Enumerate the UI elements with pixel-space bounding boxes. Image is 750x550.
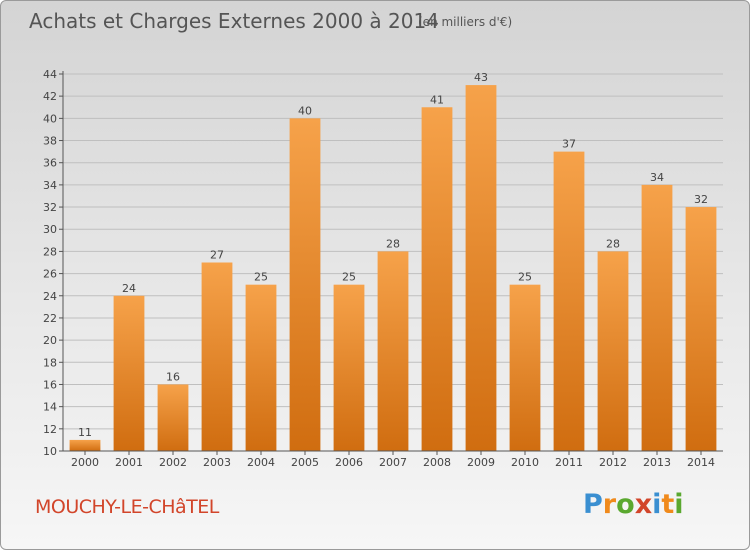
value-label-2003: 27 (210, 249, 224, 262)
y-tick-label-28: 28 (43, 245, 57, 258)
logo-letter: o (616, 489, 635, 520)
bar-2014 (685, 207, 717, 451)
y-tick-label-16: 16 (43, 378, 57, 391)
bar-2000 (69, 439, 101, 451)
y-tick-label-42: 42 (43, 90, 57, 103)
x-tick-label-2004: 2004 (247, 456, 275, 469)
x-tick-label-2008: 2008 (423, 456, 451, 469)
x-tick-label-2014: 2014 (687, 456, 715, 469)
value-label-2014: 32 (694, 193, 708, 206)
axes: 10 12 14 16 18 20 22 24 26 28 30 32 34 36 38 40 42 44 2000… (43, 68, 723, 469)
bar-2001 (113, 295, 145, 451)
x-tick-label-2000: 2000 (71, 456, 99, 469)
x-tick-label-2011: 2011 (555, 456, 583, 469)
logo-letter: P (583, 489, 603, 520)
value-label-2001: 24 (122, 282, 136, 295)
y-tick-label-30: 30 (43, 223, 57, 236)
value-label-2013: 34 (650, 171, 664, 184)
grid (63, 73, 723, 452)
value-label-2009: 43 (474, 71, 488, 84)
y-tick-label-40: 40 (43, 112, 57, 125)
logo-letter: x (634, 489, 653, 520)
value-label-2008: 41 (430, 93, 444, 106)
bar-2008 (421, 107, 453, 451)
y-tick-label-14: 14 (43, 401, 57, 414)
x-tick-label-2006: 2006 (335, 456, 363, 469)
logo-letter: i (652, 489, 662, 520)
y-tick-label-44: 44 (43, 68, 57, 81)
value-label-2000: 11 (78, 426, 92, 439)
y-tick-label-18: 18 (43, 356, 57, 369)
y-tick-label-22: 22 (43, 312, 57, 325)
bar-2002 (157, 384, 189, 451)
bar-2011 (553, 151, 585, 451)
bar-2009 (465, 85, 497, 452)
y-tick-label-20: 20 (43, 334, 57, 347)
value-label-2010: 25 (518, 271, 532, 284)
x-tick-label-2002: 2002 (159, 456, 187, 469)
x-tick-label-2012: 2012 (599, 456, 627, 469)
logo-letter: t (661, 489, 675, 520)
bar-2007 (377, 251, 409, 451)
value-label-2002: 16 (166, 370, 180, 383)
value-label-2004: 25 (254, 271, 268, 284)
x-tick-label-2001: 2001 (115, 456, 143, 469)
bars: 11 24 16 27 25 40 25 28 41 43 25 37 28 34 32 (69, 71, 717, 452)
x-tick-label-2007: 2007 (379, 456, 407, 469)
bar-2006 (333, 284, 365, 451)
value-label-2005: 40 (298, 104, 312, 117)
y-tick-label-32: 32 (43, 201, 57, 214)
bar-2005 (289, 118, 321, 452)
x-tick-label-2009: 2009 (467, 456, 495, 469)
bar-2012 (597, 251, 629, 451)
y-tick-label-34: 34 (43, 179, 57, 192)
y-tick-label-12: 12 (43, 423, 57, 436)
chart-subtitle: (en milliers d'€) (418, 15, 512, 29)
logo-letter: r (602, 489, 617, 520)
bar-2010 (509, 284, 541, 451)
value-label-2007: 28 (386, 237, 400, 250)
y-tick-label-24: 24 (43, 290, 57, 303)
chart-title: Achats et Charges Externes 2000 à 2014 (29, 9, 439, 33)
x-tick-label-2005: 2005 (291, 456, 319, 469)
value-label-2011: 37 (562, 138, 576, 151)
logo-letter: i (674, 489, 684, 520)
y-tick-label-26: 26 (43, 268, 57, 281)
bar-2004 (245, 284, 277, 451)
y-tick-label-10: 10 (43, 445, 57, 458)
x-tick-label-2013: 2013 (643, 456, 671, 469)
x-tick-label-2003: 2003 (203, 456, 231, 469)
value-label-2012: 28 (606, 237, 620, 250)
y-tick-label-38: 38 (43, 135, 57, 148)
y-tick-label-36: 36 (43, 157, 57, 170)
value-label-2006: 25 (342, 271, 356, 284)
bar-2013 (641, 184, 673, 451)
proxiti-logo[interactable]: Proxiti (583, 489, 684, 520)
x-tick-label-2010: 2010 (511, 456, 539, 469)
town-name: MOUCHY-LE-CHâTEL (35, 496, 219, 518)
bar-2003 (201, 262, 233, 451)
